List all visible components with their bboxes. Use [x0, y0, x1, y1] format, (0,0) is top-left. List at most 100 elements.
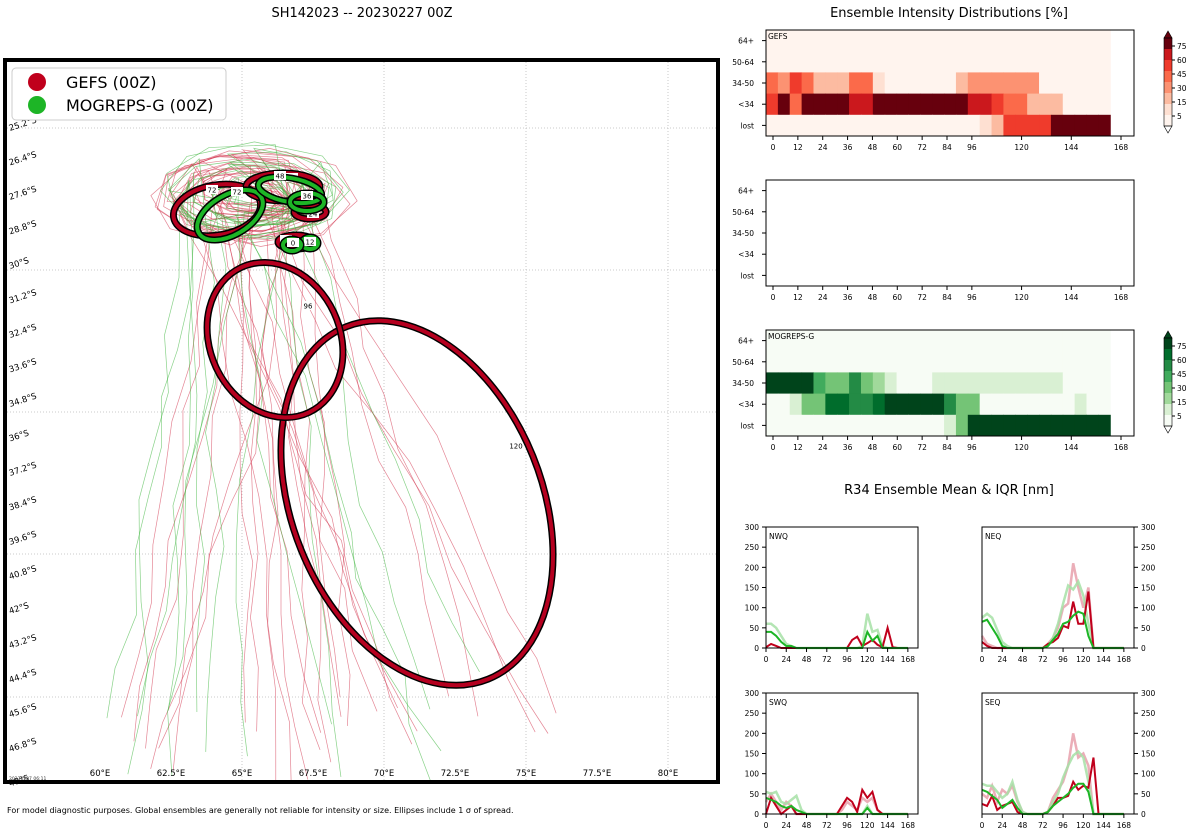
heatmap-cell [991, 114, 1004, 137]
lat-label: 39.6°S [8, 530, 38, 548]
colorbar-tick: 5 [1177, 112, 1182, 121]
heatmap-cell [884, 414, 898, 437]
heatmap-cell [967, 93, 981, 116]
heatmap-cell [837, 414, 850, 437]
heatmap-cell [1015, 114, 1028, 137]
ensemble-track [172, 164, 413, 745]
heatmap-cell [896, 72, 909, 95]
heatmap-cell [801, 30, 814, 52]
ellipse-label: 24 [309, 211, 318, 219]
heatmap-cell [1074, 72, 1088, 95]
colorbar-tick: 75 [1177, 42, 1187, 51]
heatmap-cell [979, 114, 993, 137]
heatmap-cell [813, 114, 826, 137]
lat-label: 30°S [8, 256, 31, 272]
heatmap-cell [991, 51, 1004, 73]
heatmap-cell [777, 72, 791, 95]
heatmap-cell [837, 72, 850, 95]
x-tick-label: 48 [868, 293, 878, 302]
heatmap-cell [908, 114, 921, 137]
heatmap-cell [955, 72, 969, 95]
legend-mogreps-marker [28, 96, 46, 114]
mogreps-ellipse-72 [195, 188, 265, 242]
heatmap-cell [813, 393, 826, 416]
heatmap-cell [884, 51, 898, 73]
x-tick-label: 48 [1018, 821, 1028, 830]
heatmap-cell [1003, 372, 1016, 395]
heatmap-cell [920, 414, 933, 437]
colorbar-segment [1164, 60, 1172, 72]
heatmap-cell [1015, 30, 1028, 52]
heatmap-cell [1015, 351, 1028, 373]
x-tick-label: 36 [843, 143, 853, 152]
heatmap-cell [789, 72, 803, 95]
x-tick-label: 144 [880, 821, 895, 830]
heatmap-cell [1074, 51, 1088, 73]
colorbar-arrow [1163, 330, 1173, 339]
x-tick-label: 0 [771, 143, 776, 152]
y-tick-label: 300 [1141, 689, 1156, 698]
heatmap-cell [908, 393, 921, 416]
ellipse-label-bg [302, 301, 314, 310]
heatmap-cell [955, 372, 969, 395]
heatmap-cell [801, 51, 814, 73]
x-tick-label: 12 [793, 143, 803, 152]
y-tick-label: 250 [1141, 543, 1156, 552]
heatmap-cell [777, 351, 791, 373]
heatmap-cell [813, 414, 826, 437]
heatmap-cell [1098, 372, 1111, 395]
heatmap-cell [1039, 72, 1052, 95]
heatmap-cell [801, 372, 814, 395]
heatmap-cell [872, 72, 886, 95]
heatmap-cell [1062, 414, 1076, 437]
heatmap-cell [1027, 51, 1040, 73]
x-tick-label: 84 [942, 293, 952, 302]
x-tick-label: 144 [1096, 655, 1111, 664]
y-tick-label: 300 [1141, 523, 1156, 532]
colorbar-segment [1164, 393, 1172, 405]
x-tick-label: 12 [793, 293, 803, 302]
x-tick-label: 84 [942, 443, 952, 452]
heatmap-cell [1027, 30, 1040, 52]
x-tick-label: 96 [1058, 821, 1068, 830]
x-tick-label: 48 [868, 143, 878, 152]
ensemble-track [121, 166, 290, 718]
heatmap-cell [872, 414, 886, 437]
x-tick-label: 72 [917, 143, 927, 152]
map-title: SH142023 -- 20230227 00Z [271, 6, 452, 21]
legend-gefs-label: GEFS (00Z) [66, 73, 156, 92]
heatmap-cell [967, 351, 981, 373]
x-tick-label: 24 [818, 443, 828, 452]
heatmap-cell [1003, 393, 1016, 416]
x-tick-label: 144 [1064, 143, 1079, 152]
heatmap-cell [825, 372, 838, 395]
heatmap-cell [789, 114, 803, 137]
x-tick-label: 48 [802, 821, 812, 830]
heatmap-cell [991, 372, 1004, 395]
ensemble-track [169, 149, 378, 712]
heatmap-cell [872, 393, 886, 416]
r34-panel-seq: SEQ 300 250 200 150 100 50 0 0 24 48 72 96 120 144 168 [980, 689, 1156, 830]
r34-series-line [981, 578, 1124, 650]
colorbar-segment [1164, 93, 1172, 105]
heatmap-cell [1027, 414, 1040, 437]
heatmap-cell [967, 114, 981, 137]
colorbar-arrow [1163, 125, 1173, 134]
heatmap-cell [1062, 93, 1076, 116]
heatmap-cell [908, 351, 921, 373]
row-label: 64+ [738, 337, 754, 346]
heatmap-cell [908, 330, 921, 352]
heatmap-cell [932, 72, 945, 95]
heatmap-cell [920, 51, 933, 73]
heatmap-cell [955, 114, 969, 137]
lat-label: 34.8°S [8, 392, 38, 410]
heatmap-cell [1062, 330, 1076, 352]
heatmap-cell [944, 114, 957, 137]
heatmap-cell [896, 393, 909, 416]
heatmap-cell [908, 414, 921, 437]
heatmap-cell [1086, 114, 1099, 137]
colorbar: 75 60 45 30 15 5 [1163, 30, 1187, 134]
r34-panel-swq: SWQ 300 250 200 150 100 50 00 24 48 72 96 120 144 168 [745, 689, 919, 830]
heatmap-cell [932, 372, 945, 395]
